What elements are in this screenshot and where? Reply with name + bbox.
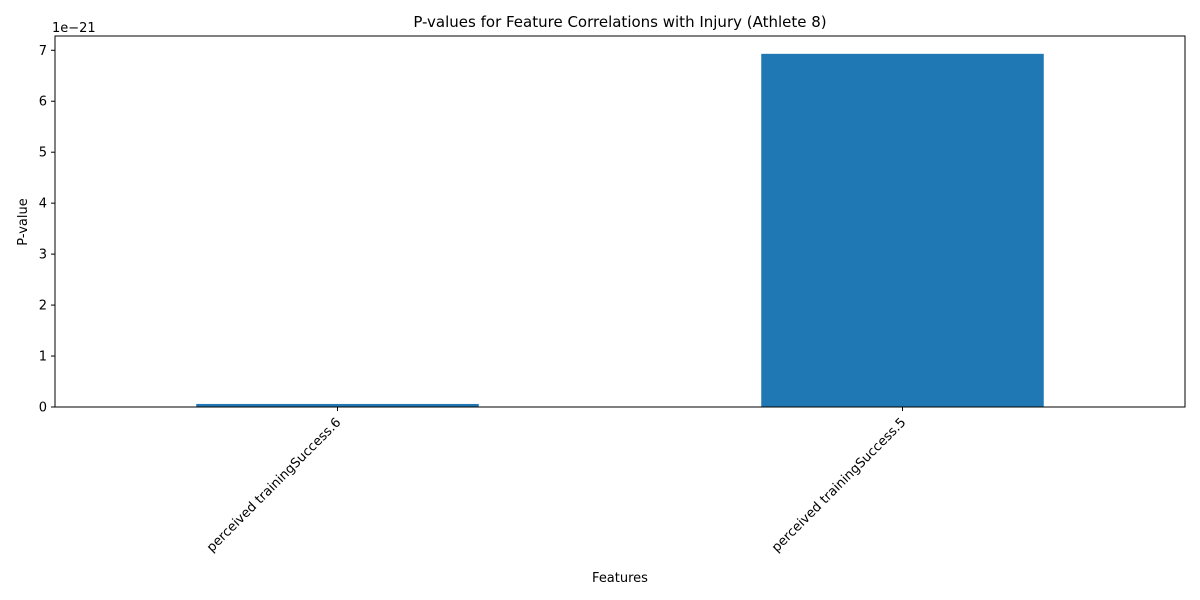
y-tick-label-4: 4 [39, 197, 47, 212]
x-axis-label: Features [592, 571, 648, 586]
plot-frame [54, 35, 1186, 408]
y-tick-label-6: 6 [39, 95, 47, 110]
y-ticks-layer: 0 1 2 3 4 5 6 7 [39, 44, 55, 416]
y-tick-label-0: 0 [39, 401, 47, 416]
y-tick-label-5: 5 [39, 146, 47, 161]
y-tick-label-3: 3 [39, 248, 47, 263]
bar-2 [761, 53, 1044, 407]
y-tick-label-7: 7 [39, 44, 47, 59]
y-axis-offset-label: 1e−21 [52, 21, 96, 36]
x-tick-label-2: perceived trainingSuccess.5 [769, 415, 909, 555]
x-ticks-layer: perceived trainingSuccess.6 perceived tra… [204, 407, 909, 555]
y-tick-label-1: 1 [39, 350, 47, 365]
x-tick-label-1: perceived trainingSuccess.6 [204, 415, 344, 555]
bars-layer [196, 53, 1044, 407]
bar-1 [196, 403, 479, 407]
y-tick-label-2: 2 [39, 299, 47, 314]
y-axis-label: P-value [16, 198, 31, 245]
chart-title: P-values for Feature Correlations with I… [413, 13, 826, 31]
